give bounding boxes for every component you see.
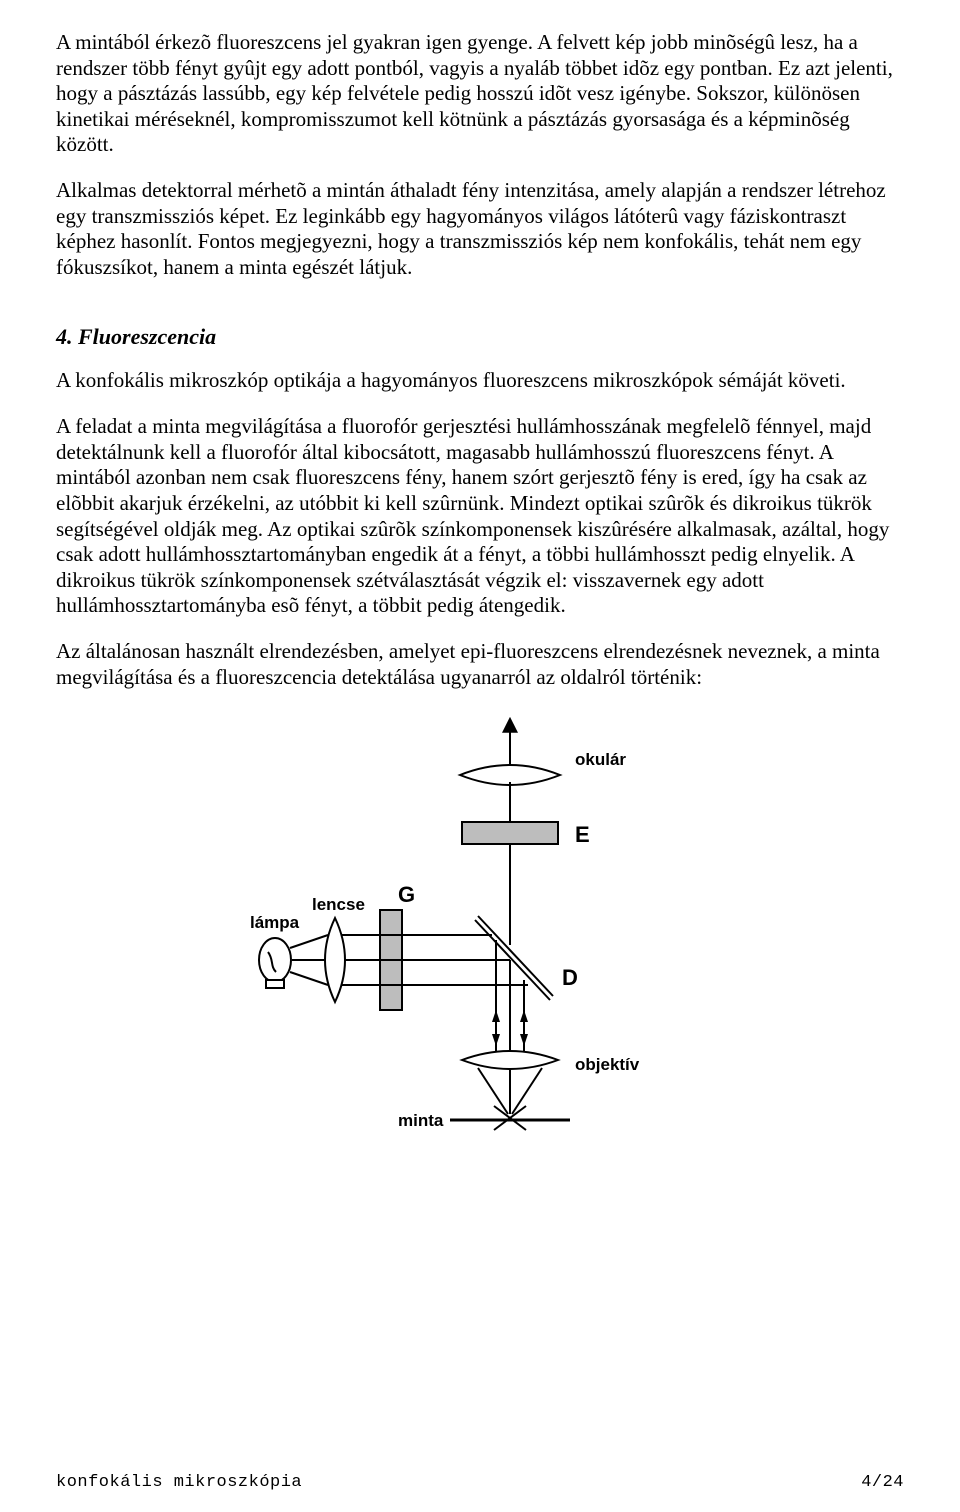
page: A mintából érkezõ fluoreszcens jel gyakr… xyxy=(0,0,960,1512)
label-D: D xyxy=(562,965,578,990)
label-G: G xyxy=(398,882,415,907)
epi-fluorescence-diagram: okulár E lámpa lencse G xyxy=(230,710,730,1150)
paragraph-4: A feladat a minta megvilágítása a fluoro… xyxy=(56,414,904,619)
section-heading-fluoreszcencia: 4. Fluoreszcencia xyxy=(56,324,904,350)
label-E: E xyxy=(575,822,590,847)
label-objektiv: objektív xyxy=(575,1055,640,1074)
paragraph-3: A konfokális mikroszkóp optikája a hagyo… xyxy=(56,368,904,394)
paragraph-1: A mintából érkezõ fluoreszcens jel gyakr… xyxy=(56,30,904,158)
paragraph-2: Alkalmas detektorral mérhetõ a mintán át… xyxy=(56,178,904,280)
footer-right: 4/24 xyxy=(861,1473,904,1492)
label-lampa: lámpa xyxy=(250,913,300,932)
label-okular: okulár xyxy=(575,750,626,769)
footer-left: konfokális mikroszkópia xyxy=(56,1473,302,1492)
page-footer: konfokális mikroszkópia 4/24 xyxy=(56,1473,904,1492)
paragraph-5: Az általánosan használt elrendezésben, a… xyxy=(56,639,904,690)
label-lencse: lencse xyxy=(312,895,365,914)
label-minta: minta xyxy=(398,1111,444,1130)
diagram-container: okulár E lámpa lencse G xyxy=(56,710,904,1150)
